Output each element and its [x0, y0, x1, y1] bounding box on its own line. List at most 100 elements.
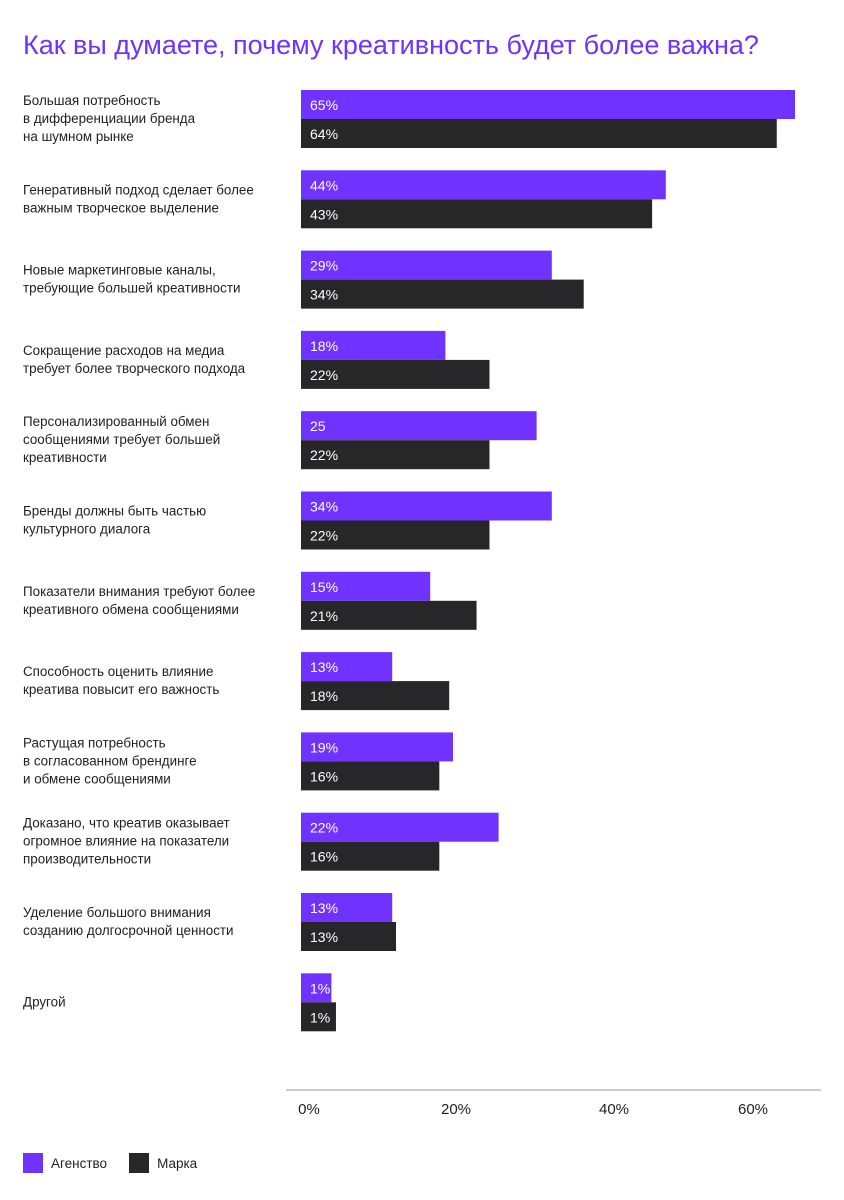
category-label-line: производительности [23, 852, 151, 867]
category-label-line: креативности [23, 450, 107, 465]
category-label: Доказано, что креатив оказывает огромное … [23, 816, 230, 867]
bar-brand [301, 279, 584, 309]
category-label: Большая потребность в дифференциации брен… [23, 93, 196, 144]
bar-agency [301, 652, 393, 682]
bar-brand [301, 1002, 336, 1032]
bar-agency [301, 812, 499, 842]
category-label-line: важным творческое выделение [23, 200, 219, 215]
bar-value-label-brand: 16% [310, 768, 338, 784]
category-label-line: Уделение большого внимания [23, 905, 211, 920]
category-label-line: в согласованном брендинге [23, 753, 197, 768]
category-label: Сокращение расходов на медиа требует боле… [23, 343, 246, 376]
bar-value-label-brand: 16% [310, 849, 338, 865]
category-label-line: Другой [23, 994, 66, 1009]
bar-value-label-agency: 15% [310, 579, 338, 595]
bar-brand [301, 119, 777, 148]
bar-value-label-agency: 25 [310, 418, 326, 434]
category-label-line: огромное влияние на показатели [23, 834, 229, 849]
bar-agency [301, 893, 393, 922]
bar-agency [301, 90, 795, 119]
category-label-line: Показатели внимания требуют более [23, 584, 255, 599]
category-label-line: Персонализированный обмен [23, 414, 209, 429]
legend-label-brand: Марка [157, 1155, 198, 1171]
category-label-line: Большая потребность [23, 93, 161, 108]
legend-label-agency: Агенство [51, 1155, 108, 1171]
category-label-line: креативного обмена сообщениями [23, 602, 239, 617]
bar-value-label-brand: 43% [310, 206, 338, 222]
bar-brand [301, 761, 440, 791]
category-label-line: Способность оценить влияние [23, 664, 214, 679]
bar-value-label-agency: 65% [310, 97, 338, 113]
category-label-line: требующие большей креативности [23, 281, 240, 296]
bar-value-label-agency: 34% [310, 499, 338, 515]
bar-brand [301, 520, 490, 550]
bar-value-label-brand: 22% [310, 367, 338, 383]
bar-value-label-brand: 64% [310, 126, 338, 142]
category-label-line: Доказано, что креатив оказывает [23, 816, 230, 831]
category-label-line: Бренды должны быть частью [23, 504, 206, 519]
bar-agency [301, 571, 431, 601]
bar-agency [301, 170, 666, 200]
bar-value-label-brand: 1% [310, 1009, 330, 1025]
category-label: Новые маркетинговые каналы, требующие бол… [23, 263, 240, 296]
bar-value-label-agency: 29% [310, 258, 338, 274]
category-label-line: культурного диалога [23, 522, 151, 537]
legend-item-brand: Марка [129, 1153, 197, 1173]
bar-value-label-agency: 1% [310, 980, 330, 996]
category-label: Растущая потребность в согласованном брен… [23, 735, 197, 786]
category-label-line: и обмене сообщениями [23, 771, 171, 786]
bar-brand [301, 199, 653, 229]
bar-agency [301, 732, 453, 762]
bar-value-label-agency: 13% [310, 900, 338, 916]
category-label: Показатели внимания требуют более креатив… [23, 584, 255, 617]
category-label-line: в дифференциации бренда [23, 111, 196, 126]
category-label-line: на шумном рынке [23, 129, 134, 144]
bar-brand [301, 600, 477, 630]
category-label: Другой [23, 994, 66, 1009]
category-label: Способность оценить влияние креатива повы… [23, 664, 219, 697]
category-label-line: Генеративный подход сделает более [23, 182, 254, 197]
bar-agency [301, 330, 446, 360]
bar-value-label-brand: 22% [310, 447, 338, 463]
bar-value-label-brand: 18% [310, 688, 338, 704]
bar-agency [301, 411, 537, 441]
bar-value-label-agency: 18% [310, 338, 338, 354]
category-label-line: креатива повысит его важность [23, 682, 219, 697]
bar-value-label-agency: 19% [310, 739, 338, 755]
legend-swatch-brand [129, 1153, 150, 1173]
category-label-line: сообщениями требует большей [23, 432, 220, 447]
category-label: Уделение большого внимания созданию долго… [23, 905, 234, 938]
legend-swatch-agency [23, 1153, 43, 1173]
category-label-line: Новые маркетинговые каналы, [23, 263, 216, 278]
bar-agency [301, 973, 332, 1003]
category-label-line: созданию долгосрочной ценности [23, 923, 234, 938]
legend: Агенство Марка [23, 1153, 219, 1173]
bar-value-label-brand: 21% [310, 608, 338, 624]
bar-brand [301, 922, 396, 951]
bar-agency [301, 250, 552, 280]
bar-value-label-agency: 13% [310, 659, 338, 675]
bar-brand [301, 841, 440, 871]
bar-value-label-brand: 34% [310, 287, 338, 303]
legend-item-agency: Агенство [23, 1153, 107, 1173]
category-label-line: требует более творческого подхода [23, 361, 246, 376]
category-label-line: Сокращение расходов на медиа [23, 343, 225, 358]
bar-value-label-agency: 22% [310, 820, 338, 836]
x-tick-label: 20% [441, 1101, 471, 1118]
x-tick-label: 60% [738, 1101, 768, 1118]
bar-value-label-brand: 22% [310, 528, 338, 544]
x-tick-label: 40% [599, 1101, 629, 1118]
category-label-line: Растущая потребность [23, 735, 166, 750]
category-label: Генеративный подход сделает более важным … [23, 182, 254, 215]
bar-brand [301, 681, 450, 711]
bar-brand [301, 359, 490, 389]
bar-value-label-brand: 13% [310, 929, 338, 945]
x-tick-label: 0% [298, 1101, 320, 1118]
bar-brand [301, 440, 490, 470]
category-label: Персонализированный обмен сообщениями тре… [23, 414, 220, 465]
bar-value-label-agency: 44% [310, 177, 338, 193]
bar-agency [301, 491, 552, 521]
chart-title: Как вы думаете, почему креативность буде… [23, 30, 759, 60]
